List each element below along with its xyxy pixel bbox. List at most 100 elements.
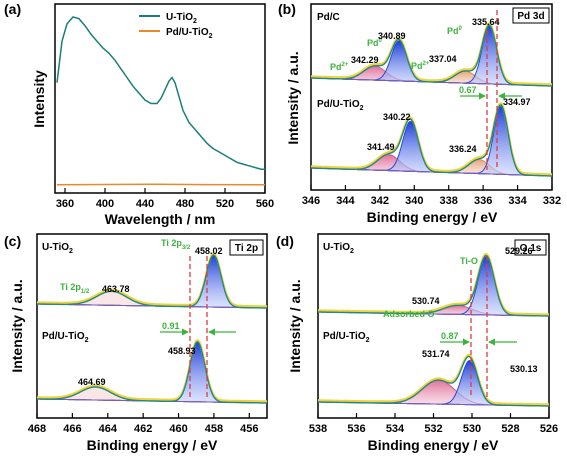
pd-state-labels: Pd2+ Pd0 Pd2+ Pd0	[330, 26, 463, 72]
x-tick-label: 462	[134, 423, 152, 435]
sample-pd-u-tio2-b: Pd/U-TiO2	[317, 99, 364, 112]
x-tick-label: 526	[540, 423, 558, 435]
pd2-label-1: Pd2+	[330, 62, 349, 72]
x-tick-label: 342	[371, 195, 389, 207]
adsorbed-o-label: Adsorbed O	[383, 309, 435, 319]
shift-value: 0.91	[162, 321, 180, 331]
pd2-label-2: Pd2+	[411, 61, 430, 71]
ti2p-box	[229, 239, 264, 256]
peak-value: 334.97	[503, 97, 531, 107]
panel-c-label: (c)	[4, 233, 21, 249]
raw-data	[311, 102, 552, 176]
x-tick-label: 534	[386, 423, 405, 435]
panel-b-label: (b)	[278, 1, 296, 17]
panel-c-xlabel: Binding energy / eV	[87, 437, 218, 453]
series-pd-u-tio2-line	[56, 183, 266, 186]
ti2p32-label: Ti 2p3/2	[161, 238, 191, 251]
x-tick-label: 458	[205, 423, 223, 435]
peak-value: 530.13	[510, 364, 538, 374]
x-tick-label: 360	[56, 198, 74, 210]
legend: U-TiO2 Pd/U-TiO2	[139, 12, 213, 40]
peak-value: 340.89	[378, 31, 406, 41]
x-tick-label: 338	[440, 195, 458, 207]
x-tick-label: 538	[309, 423, 327, 435]
sample-pd-u-tio2-d: Pd/U-TiO2	[323, 331, 370, 344]
raw-data	[318, 353, 549, 406]
fit-component	[318, 256, 549, 317]
peak-value: 463.78	[102, 284, 130, 294]
panel-c-ylabel: Intensity / a.u.	[9, 279, 25, 372]
series-u-tio2-line	[56, 16, 265, 170]
arrow-head	[208, 328, 215, 336]
peak-value: 458.02	[195, 246, 223, 256]
peak-value: 337.04	[429, 54, 457, 64]
x-tick-label: 344	[336, 195, 355, 207]
pd3d-box	[512, 7, 550, 24]
o1s-label: O 1s	[520, 243, 542, 254]
panel-b-x-axis: 346 344 342 340 338 336 334 332	[302, 185, 561, 207]
fit-envelope	[311, 104, 552, 177]
x-tick-label: 530	[463, 423, 481, 435]
panel-b-peak-values: 342.29 340.89 337.04 335.64 341.49 340.2…	[351, 17, 531, 154]
x-tick-label: 400	[96, 198, 114, 210]
panel-a-ylabel: Intensity	[31, 70, 47, 128]
x-tick-label: 336	[474, 195, 492, 207]
peak-value: 341.49	[367, 142, 395, 152]
peak-value: 529.26	[505, 246, 533, 256]
panel-d-ylabel: Intensity / a.u.	[287, 279, 303, 372]
fit-envelope	[318, 355, 549, 407]
fit-envelope	[311, 24, 552, 87]
raw-data	[311, 22, 552, 86]
sample-u-tio2-d: U-TiO2	[323, 242, 354, 255]
x-tick-label: 460	[169, 423, 187, 435]
peak-value: 464.69	[78, 377, 106, 387]
raw-data	[318, 252, 549, 316]
sample-u-tio2-c: U-TiO2	[42, 242, 73, 255]
peak-value: 531.74	[422, 349, 450, 359]
panel-c-x-axis: 468 466 464 462 460 458 456	[28, 413, 258, 435]
shift-value: 0.87	[441, 331, 459, 341]
x-tick-label: 332	[543, 195, 561, 207]
panel-c-xps-fit	[37, 252, 267, 404]
panel-c-shift: 0.91	[160, 256, 236, 398]
panel-d-peak-values: 530.74 529.26 531.74 530.13	[412, 246, 538, 374]
peak-value: 458.93	[168, 346, 196, 356]
x-tick-label: 440	[136, 198, 154, 210]
panel-c-peak-values: 463.78 458.02 464.69 458.93	[78, 246, 223, 387]
fit-envelope	[37, 254, 267, 309]
panel-a-frame	[54, 3, 266, 194]
x-tick-label: 520	[216, 198, 234, 210]
x-tick-label: 464	[99, 423, 118, 435]
raw-data	[37, 252, 267, 308]
panel-d-shift: 0.87	[440, 256, 517, 398]
x-tick-label: 334	[508, 195, 527, 207]
panel-b-ylabel: Intensity / a.u.	[285, 51, 301, 144]
panel-d-xps-fit	[318, 252, 549, 407]
x-tick-label: 560	[256, 198, 274, 210]
panel-b-frame	[310, 3, 553, 191]
legend-label-u-tio2: U-TiO2	[166, 12, 197, 25]
x-tick-label: 528	[501, 423, 519, 435]
arrow-head	[182, 328, 189, 336]
peak-value: 336.24	[449, 144, 477, 154]
ti2p-label: Ti 2p	[235, 243, 258, 254]
arrow-head	[479, 92, 486, 100]
peak-value: 335.64	[472, 17, 500, 27]
panel-a-xlabel: Wavelength / nm	[105, 211, 216, 227]
x-tick-label: 466	[63, 423, 81, 435]
pd0-label-2: Pd0	[447, 26, 463, 36]
sample-pd-c: Pd/C	[317, 12, 340, 23]
ti-o-label: Ti-O	[460, 256, 478, 266]
arrow-head	[463, 338, 470, 346]
ti2p12-label: Ti 2p1/2	[60, 282, 90, 295]
fit-envelope	[37, 341, 267, 404]
panel-d-x-axis: 538 536 534 532 530 528 526	[309, 413, 558, 435]
x-tick-label: 536	[347, 423, 365, 435]
sample-pd-u-tio2-c: Pd/U-TiO2	[42, 331, 89, 344]
panel-a-x-axis: 360 400 440 480 520 560	[56, 188, 274, 210]
shift-value: 0.67	[459, 85, 477, 95]
panel-d-xlabel: Binding energy / eV	[368, 437, 499, 453]
panel-b-xps-fit	[311, 22, 552, 177]
raw-data	[37, 339, 267, 403]
